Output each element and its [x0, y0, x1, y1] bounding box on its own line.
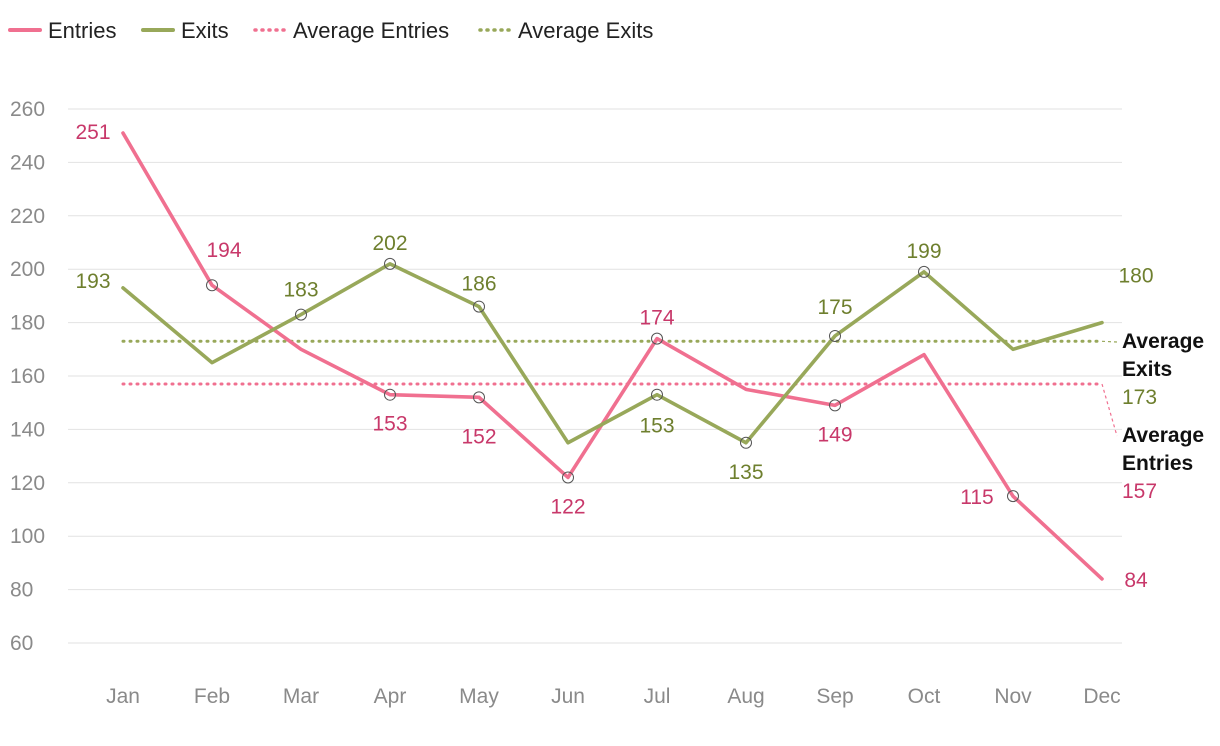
x-tick-label: Jan	[106, 685, 140, 708]
data-point-marker[interactable]	[562, 471, 574, 484]
data-point-marker[interactable]	[206, 279, 218, 292]
x-tick-label: May	[459, 685, 499, 708]
x-tick-label: Aug	[727, 685, 764, 708]
data-label-entries: 122	[550, 495, 585, 518]
point-markers	[206, 257, 1019, 503]
data-point-marker[interactable]	[829, 329, 841, 342]
x-tick-label: Feb	[194, 685, 230, 708]
data-label-entries: 152	[461, 425, 496, 448]
y-tick-label: 260	[10, 98, 45, 121]
data-labels: 251 194 153 152 122 174 149 115 84 193 183 202 186 15…	[75, 121, 1153, 592]
average-value-label-0: 157	[1122, 480, 1157, 503]
legend-label-1[interactable]: Exits	[181, 18, 229, 43]
data-point-marker[interactable]	[651, 332, 663, 345]
data-label-entries: 149	[817, 423, 852, 446]
y-tick-label: 60	[10, 632, 33, 655]
series-line-entries	[121, 131, 1104, 581]
data-label-entries: 194	[206, 239, 241, 262]
data-label-exits: 153	[639, 415, 674, 438]
data-label-exits: 193	[75, 270, 110, 293]
legend-label-3[interactable]: Average Exits	[518, 18, 653, 43]
average-leader-0	[1101, 383, 1118, 437]
x-tick-label: Sep	[816, 685, 853, 708]
y-tick-label: 140	[10, 418, 45, 441]
series-lines	[121, 131, 1104, 581]
data-point-marker[interactable]	[829, 399, 841, 412]
y-tick-label: 180	[10, 312, 45, 335]
legend-label-0[interactable]: Entries	[48, 18, 116, 43]
x-axis: Jan Feb Mar Apr May Jun Jul Aug Sep Oct Nov Dec	[106, 685, 1121, 708]
data-point-marker[interactable]	[1007, 490, 1019, 503]
y-tick-label: 240	[10, 151, 45, 174]
legend-label-2[interactable]: Average Entries	[293, 18, 449, 43]
data-label-entries: 115	[960, 486, 993, 509]
x-tick-label: Jun	[551, 685, 585, 708]
data-label-entries: 174	[639, 307, 674, 330]
data-label-exits: 175	[817, 296, 852, 319]
data-label-exits: 202	[372, 232, 407, 255]
y-tick-label: 220	[10, 205, 45, 228]
data-label-entries: 251	[75, 121, 110, 144]
data-label-exits: 186	[461, 273, 496, 296]
x-tick-label: Dec	[1083, 685, 1120, 708]
x-tick-label: Mar	[283, 685, 319, 708]
y-tick-label: 200	[10, 258, 45, 281]
average-end-label-0: Average Entries	[1122, 424, 1204, 475]
y-axis: 60 80 100 120 140 160 180 200 220 240 260	[10, 98, 45, 655]
data-point-marker[interactable]	[384, 257, 396, 270]
legend: Entries Exits Average Entries Average Exits	[8, 18, 653, 43]
data-label-exits: 199	[906, 240, 941, 263]
series-line-exits	[121, 262, 1104, 445]
x-tick-label: Oct	[908, 685, 941, 708]
data-point-marker[interactable]	[651, 388, 663, 401]
data-point-marker[interactable]	[740, 436, 752, 449]
y-tick-label: 80	[10, 579, 33, 602]
y-tick-label: 120	[10, 472, 45, 495]
x-tick-label: Nov	[994, 685, 1032, 708]
data-point-marker[interactable]	[384, 388, 396, 401]
average-value-label-1: 173	[1122, 386, 1157, 409]
data-label-exits: 183	[283, 279, 318, 302]
x-tick-label: Apr	[374, 685, 407, 708]
average-leader-1	[1101, 340, 1118, 343]
data-point-marker[interactable]	[295, 308, 307, 321]
data-point-marker[interactable]	[918, 265, 930, 278]
data-label-entries: 153	[372, 413, 407, 436]
data-label-exits: 135	[728, 461, 763, 484]
average-lines: Average Entries 157 Average Exits 173	[121, 330, 1204, 503]
data-point-marker[interactable]	[473, 391, 485, 404]
data-point-marker[interactable]	[473, 300, 485, 313]
x-tick-label: Jul	[644, 685, 671, 708]
data-label-exits: 180	[1118, 265, 1153, 288]
y-tick-label: 100	[10, 525, 45, 548]
grid	[68, 108, 1122, 644]
average-end-label-1: Average Exits	[1122, 330, 1204, 381]
y-tick-label: 160	[10, 365, 45, 388]
data-label-entries: 84	[1124, 569, 1148, 592]
